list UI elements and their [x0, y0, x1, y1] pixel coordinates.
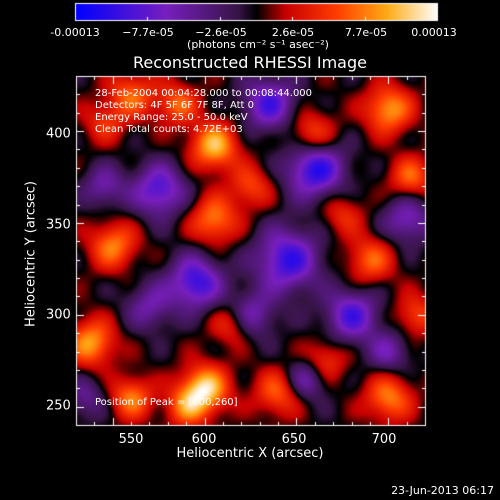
colorbar-tick: 2.6e-05	[271, 26, 315, 39]
colorbar-units: (photons cm⁻² s⁻¹ asec⁻²)	[187, 38, 329, 51]
colorbar-tick: 0.00013	[411, 26, 457, 39]
y-axis-label: Heliocentric Y (arcsec)	[23, 181, 39, 327]
algorithm-label: Clean Total counts: 4.72E+03	[95, 124, 243, 135]
y-tick-label: 300	[46, 307, 71, 323]
x-tick-label: 550	[118, 432, 144, 447]
peak-position-label: Position of Peak = [600,260]	[95, 397, 238, 408]
detectors-label: Detectors: 4F 5F 6F 7F 8F, Att 0	[95, 100, 255, 111]
time-range-label: 28-Feb-2004 00:04:28.000 to 00:08:44.000	[95, 88, 313, 99]
colorbar-tick: -0.00013	[50, 26, 100, 39]
x-tick-label: 650	[281, 432, 307, 447]
colorbar-tick: −2.6e-05	[195, 26, 247, 39]
y-tick-label: 250	[46, 398, 71, 414]
y-tick-label: 350	[46, 217, 71, 233]
energy-range-label: Energy Range: 25.0 - 50.0 keV	[95, 112, 248, 123]
x-tick-label: 600	[191, 432, 217, 447]
x-axis-label: Heliocentric X (arcsec)	[176, 446, 324, 461]
colorbar-tick: 7.7e-05	[344, 26, 388, 39]
plot-title: Reconstructed RHESSI Image	[133, 53, 367, 72]
y-tick-label: 400	[46, 126, 71, 142]
x-tick-label: 700	[371, 432, 397, 447]
footer-date: 23-Jun-2013 06:17	[391, 484, 494, 497]
colorbar-tick: −7.7e-05	[122, 26, 174, 39]
